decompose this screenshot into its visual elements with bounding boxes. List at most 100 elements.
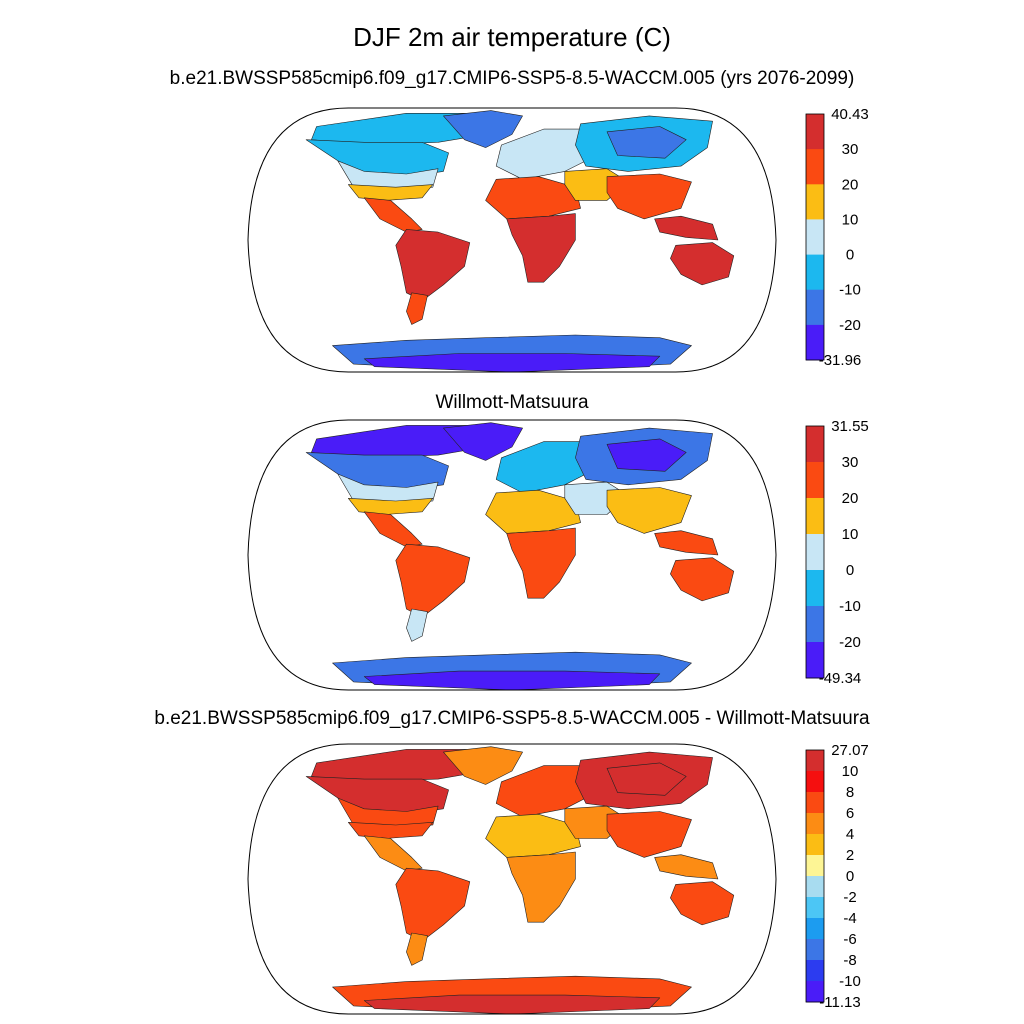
region-central-africa (506, 851, 576, 923)
panel-1-title: b.e21.BWSSP585cmip6.f09_g17.CMIP6-SSP5-8… (169, 68, 855, 89)
region-antarctica-core (363, 994, 661, 1014)
colorbar-swatch (806, 114, 824, 150)
colorbar-label: 27.07 (831, 742, 869, 759)
region-south-america (395, 867, 471, 942)
region-patagonia (406, 292, 428, 325)
region-maritime (654, 530, 719, 556)
region-siberia-core (606, 438, 687, 472)
colorbar-swatch (806, 570, 824, 607)
colorbar-label: -11.13 (819, 994, 860, 1011)
region-north-africa (485, 176, 581, 220)
map-panel-observed: 31.55 30 20 10 0 -10 -20 -49.34 (247, 418, 869, 691)
region-north-africa (485, 813, 581, 858)
region-siberia-core (606, 126, 687, 159)
map-panel-model: 40.43 30 20 10 0 -10 -20 -31.96 (247, 106, 869, 373)
colorbar-label: 40.43 (831, 106, 869, 123)
region-north-africa (485, 489, 581, 534)
map-land (305, 746, 735, 1014)
colorbar-swatch (806, 324, 824, 361)
colorbar-label: 6 (846, 805, 854, 822)
colorbar-swatch (806, 750, 824, 772)
colorbar-label: 31.55 (831, 418, 869, 435)
region-siberia-core (606, 762, 687, 796)
colorbar-label: 10 (842, 211, 859, 228)
colorbar-label: 20 (842, 490, 859, 507)
region-maritime (654, 215, 719, 241)
region-maritime (654, 854, 719, 880)
colorbar-swatch (806, 426, 824, 463)
region-australia (670, 881, 735, 926)
colorbar-swatch (806, 289, 824, 326)
region-south-asia (606, 811, 692, 858)
figure-title: DJF 2m air temperature (C) (353, 22, 671, 52)
colorbar-swatch (806, 960, 824, 982)
colorbar-label: -4 (843, 910, 856, 927)
panel-2-title: Willmott-Matsuura (435, 392, 589, 413)
colorbar-frame (805, 113, 825, 361)
region-patagonia (406, 608, 428, 642)
region-south-america (395, 229, 471, 302)
colorbar-swatch (806, 897, 824, 919)
colorbar-swatch (806, 462, 824, 499)
colorbar-label: -20 (839, 317, 861, 334)
map-outline (247, 743, 777, 1015)
map-land (305, 422, 735, 690)
colorbar-label: 30 (842, 454, 859, 471)
region-europe (495, 765, 597, 818)
colorbar-label: -2 (843, 889, 856, 906)
colorbar: 27.07 10 8 6 4 2 0 -2 -4 -6 -8 -10 -11.13 (805, 742, 869, 1011)
region-central-america (363, 197, 423, 233)
colorbar-swatch (806, 498, 824, 535)
colorbar-label: -10 (839, 282, 861, 299)
colorbar-label: 30 (842, 141, 859, 158)
colorbar-label: 4 (846, 826, 854, 843)
colorbar-swatch (806, 642, 824, 679)
colorbar-label: 20 (842, 176, 859, 193)
colorbar-swatch (806, 981, 824, 1003)
colorbar-swatch (806, 254, 824, 291)
region-patagonia (406, 932, 428, 966)
colorbar-swatch (806, 876, 824, 898)
region-central-america (363, 835, 423, 872)
colorbar-swatch (806, 184, 824, 220)
colorbar-swatch (806, 606, 824, 643)
colorbar-swatch (806, 219, 824, 255)
map-land (305, 110, 735, 372)
region-antarctica-core (363, 670, 661, 690)
colorbar-label: -20 (839, 634, 861, 651)
colorbar-label: 2 (846, 847, 854, 864)
region-australia (670, 242, 735, 286)
region-greenland (443, 746, 523, 785)
region-central-africa (506, 213, 576, 283)
region-south-asia (606, 487, 692, 534)
region-australia (670, 557, 735, 602)
region-central-america (363, 511, 423, 548)
region-europe (495, 441, 597, 494)
colorbar-swatch (806, 771, 824, 793)
colorbar-frame (805, 749, 825, 1003)
region-europe (495, 128, 597, 180)
colorbar-label: -10 (839, 598, 861, 615)
colorbar-label: -8 (843, 952, 856, 969)
colorbar-label: 0 (846, 247, 854, 264)
panel-3-title: b.e21.BWSSP585cmip6.f09_g17.CMIP6-SSP5-8… (154, 708, 870, 729)
region-south-america (395, 543, 471, 618)
map-outline (247, 107, 777, 373)
colorbar-swatch (806, 834, 824, 856)
colorbar-label: -31.96 (819, 352, 862, 369)
colorbar-swatch (806, 534, 824, 571)
colorbar-label: -6 (843, 931, 856, 948)
region-us-south (347, 497, 434, 515)
colorbar-frame (805, 425, 825, 679)
colorbar-label: -49.34 (819, 670, 862, 687)
region-us-south (347, 184, 434, 201)
colorbar-swatch (806, 918, 824, 940)
colorbar-label: 10 (842, 763, 859, 780)
colorbar-swatch (806, 149, 824, 185)
colorbar: 40.43 30 20 10 0 -10 -20 -31.96 (805, 106, 869, 369)
map-panel-difference: 27.07 10 8 6 4 2 0 -2 -4 -6 -8 -10 -11.13 (247, 742, 869, 1015)
colorbar-swatch (806, 939, 824, 961)
region-central-africa (506, 527, 576, 599)
map-outline (247, 419, 777, 691)
colorbar-label: 0 (846, 868, 854, 885)
